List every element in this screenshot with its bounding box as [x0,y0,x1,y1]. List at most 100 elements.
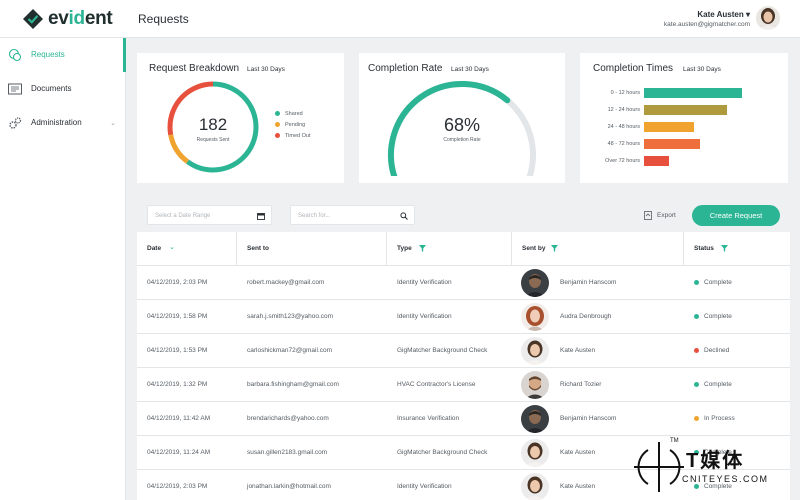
bar-row: 24 - 48 hours [580,122,788,134]
user-menu[interactable]: Kate Austen ▾ kate.austen@gigmatcher.com [664,10,750,28]
status-dot [694,348,699,353]
cell-type: Identity Verification [397,279,452,286]
cell-sent-to: carloshickman72@gmail.com [247,347,332,354]
requests-table-panel: Select a Date Range Search for... Export… [137,198,790,500]
cell-sent-to: jonathan.larkin@hotmail.com [247,483,331,490]
cell-status: In Process [704,415,735,422]
export-label: Export [657,212,676,219]
date-range-input[interactable]: Select a Date Range [147,205,272,225]
table-row[interactable]: 04/12/2019, 11:24 AM susan.gillen2183.gma… [137,436,790,470]
cell-date: 04/12/2019, 2:03 PM [147,279,208,286]
cell-sent-by: Kate Austen [560,449,596,456]
cell-date: 04/12/2019, 1:53 PM [147,347,208,354]
bar [644,105,727,115]
create-request-button[interactable]: Create Request [692,205,780,226]
cell-date: 04/12/2019, 11:24 AM [147,449,211,456]
export-icon [644,211,652,220]
sidebar-item-requests[interactable]: Requests [0,38,126,72]
card-title: Request Breakdown [149,63,240,74]
cell-type: GigMatcher Background Check [397,347,488,354]
cell-status: Complete [704,279,732,286]
date-range-placeholder: Select a Date Range [155,213,211,219]
user-email: kate.austen@gigmatcher.com [663,21,750,28]
sidebar-item-documents[interactable]: Documents [0,72,126,106]
sidebar: Requests Documents Administration ⌄ [0,38,126,500]
page-title: Requests [138,12,189,26]
sidebar-item-label: Administration [31,118,82,127]
legend-item: Pending [275,119,310,130]
bar-label: 12 - 24 hours [607,107,640,113]
legend-item: Timed Out [275,130,310,141]
legend-dot [275,122,280,127]
table-row[interactable]: 04/12/2019, 11:42 AM brendarichards@yahoo… [137,402,790,436]
watermark-tm: TM [670,438,679,444]
bar-row: Over 72 hours [580,156,788,168]
sender-avatar [521,439,549,467]
bar-row: 0 - 12 hours [580,88,788,100]
table-header: Date ⌄ Sent to Type Sent by Status [137,232,790,266]
cell-sent-by: Audra Denbrough [560,313,612,320]
bar [644,139,700,149]
user-name[interactable]: Kate Austen ▾ [697,10,750,19]
watermark: TM T媒体 CNITEYES.COM [634,438,794,492]
sidebar-item-label: Requests [31,50,65,59]
bar-row: 12 - 24 hours [580,105,788,117]
table-row[interactable]: 04/12/2019, 1:32 PM barbara.fishingham@gm… [137,368,790,402]
sender-avatar [521,303,549,331]
bar [644,88,742,98]
search-placeholder: Search for... [298,213,331,219]
column-header-date[interactable]: Date ⌄ [137,232,237,266]
completion-times-card: Completion Times Last 30 Days 0 - 12 hou… [580,53,788,183]
status-dot [694,416,699,421]
sender-avatar [521,269,549,297]
sender-avatar [521,337,549,365]
filter-icon[interactable] [551,245,558,252]
filter-icon[interactable] [721,245,728,252]
completion-rate-card: Completion Rate Last 30 Days 68% Complet… [359,53,565,183]
cell-type: Insurance Verification [397,415,460,422]
status-dot [694,382,699,387]
sender-avatar [521,371,549,399]
sidebar-item-label: Documents [31,84,72,93]
cell-sent-by: Benjamin Hanscom [560,279,617,286]
legend-dot [275,133,280,138]
sidebar-item-administration[interactable]: Administration ⌄ [0,106,126,140]
breakdown-legend: Shared Pending Timed Out [275,108,310,141]
column-header-status[interactable]: Status [684,232,790,266]
cell-sent-by: Kate Austen [560,347,596,354]
table-row[interactable]: 04/12/2019, 2:03 PM jonathan.larkin@hotma… [137,470,790,500]
table-row[interactable]: 04/12/2019, 1:53 PM carloshickman72@gmail… [137,334,790,368]
search-input[interactable]: Search for... [290,205,415,225]
cell-sent-to: sarah.j.smith123@yahoo.com [247,313,334,320]
cell-sent-to: barbara.fishingham@gmail.com [247,381,339,388]
table-row[interactable]: 04/12/2019, 1:58 PM sarah.j.smith123@yaho… [137,300,790,334]
top-header: evident Requests Kate Austen ▾ kate.aust… [0,0,800,38]
column-header-sent-to[interactable]: Sent to [237,232,387,266]
search-icon [400,212,408,220]
export-button[interactable]: Export [644,211,676,220]
column-header-sent-by[interactable]: Sent by [512,232,684,266]
bar-label: 0 - 12 hours [610,90,640,96]
user-avatar[interactable] [756,6,780,30]
table-toolbar: Select a Date Range Search for... Export… [137,198,790,232]
legend-dot [275,111,280,116]
sort-chevron-icon[interactable]: ⌄ [169,244,175,251]
cell-sent-to: robert.mackey@gmail.com [247,279,325,286]
cell-date: 04/12/2019, 1:58 PM [147,313,208,320]
bar [644,122,694,132]
cell-status: Declined [704,347,730,354]
bar-label: Over 72 hours [605,158,640,164]
legend-item: Shared [275,108,310,119]
breakdown-donut-chart [167,81,259,173]
column-header-type[interactable]: Type [387,232,512,266]
bar [644,156,669,166]
calendar-icon [257,213,265,220]
bar-label: 24 - 48 hours [607,124,640,130]
watermark-mark-icon [634,442,684,492]
cell-status: Complete [704,313,732,320]
evident-logo[interactable]: evident [22,8,113,30]
filter-icon[interactable] [419,245,426,252]
cell-type: Identity Verification [397,313,452,320]
table-row[interactable]: 04/12/2019, 2:03 PM robert.mackey@gmail.c… [137,266,790,300]
sender-avatar [521,405,549,433]
